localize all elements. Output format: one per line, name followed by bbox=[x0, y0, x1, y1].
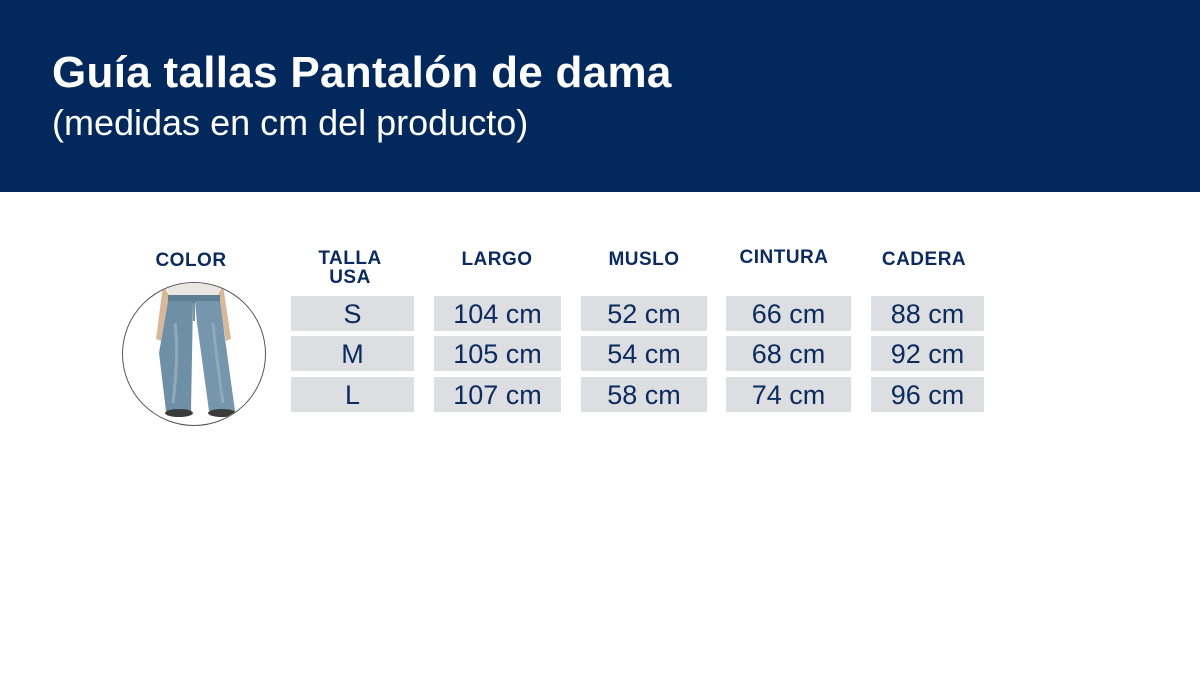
cell-largo: 104 cm bbox=[434, 296, 561, 331]
jeans-illustration bbox=[156, 283, 236, 417]
cell-talla: S bbox=[291, 296, 414, 331]
cell-muslo: 58 cm bbox=[581, 377, 707, 412]
cell-cadera: 96 cm bbox=[871, 377, 984, 412]
cell-talla: M bbox=[291, 336, 414, 371]
header-talla: TALLA USA bbox=[300, 249, 400, 287]
header-banner: Guía tallas Pantalón de dama (medidas en… bbox=[0, 0, 1200, 192]
cell-cintura: 68 cm bbox=[726, 336, 851, 371]
header-talla-line1: TALLA bbox=[318, 248, 382, 269]
header-cintura: CINTURA bbox=[739, 247, 829, 268]
cell-cintura: 66 cm bbox=[726, 296, 851, 331]
cell-cadera: 88 cm bbox=[871, 296, 984, 331]
cell-cintura: 74 cm bbox=[726, 377, 851, 412]
cell-largo: 107 cm bbox=[434, 377, 561, 412]
header-largo: LARGO bbox=[461, 249, 533, 270]
page-title: Guía tallas Pantalón de dama bbox=[52, 48, 672, 97]
header-color: COLOR bbox=[155, 250, 227, 271]
cell-muslo: 52 cm bbox=[581, 296, 707, 331]
page-subtitle: (medidas en cm del producto) bbox=[52, 102, 529, 143]
header-muslo: MUSLO bbox=[608, 249, 680, 270]
cell-cadera: 92 cm bbox=[871, 336, 984, 371]
header-talla-line2: USA bbox=[329, 267, 371, 288]
jeans-photo-icon bbox=[122, 282, 266, 426]
cell-talla: L bbox=[291, 377, 414, 412]
cell-largo: 105 cm bbox=[434, 336, 561, 371]
header-cadera: CADERA bbox=[881, 249, 967, 270]
cell-muslo: 54 cm bbox=[581, 336, 707, 371]
